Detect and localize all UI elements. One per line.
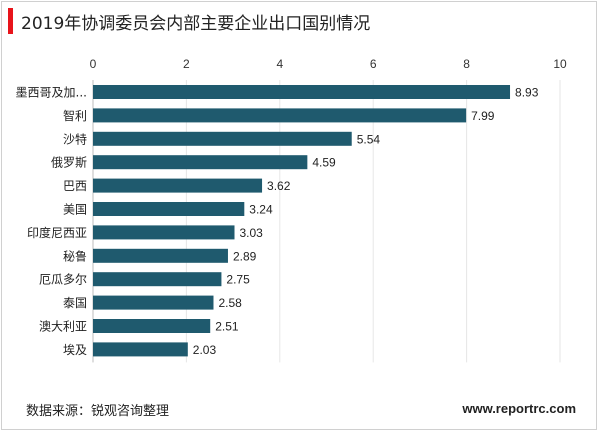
category-label: 澳大利亚 bbox=[39, 320, 87, 334]
chart-title: 2019年协调委员会内部主要企业出口国别情况 bbox=[21, 13, 371, 34]
value-label: 8.93 bbox=[515, 86, 539, 100]
category-label: 智利 bbox=[63, 108, 87, 123]
category-label: 印度尼西亚 bbox=[27, 225, 87, 240]
category-label: 巴西 bbox=[63, 179, 87, 193]
category-label: 墨西哥及加... bbox=[16, 86, 87, 100]
value-label: 7.99 bbox=[471, 109, 495, 123]
brand-url: www.reportrc.com bbox=[462, 401, 576, 416]
bar bbox=[93, 202, 245, 216]
x-tick-label: 0 bbox=[90, 57, 97, 71]
value-label: 2.58 bbox=[218, 296, 242, 310]
bar bbox=[93, 85, 511, 99]
bar bbox=[93, 272, 222, 287]
bar bbox=[93, 131, 352, 146]
bar bbox=[93, 225, 235, 240]
x-tick-label: 10 bbox=[553, 57, 567, 71]
source-note: 数据来源：锐观咨询整理 bbox=[26, 404, 170, 419]
category-label: 秘鲁 bbox=[63, 249, 87, 263]
value-label: 5.54 bbox=[357, 132, 381, 146]
bar bbox=[93, 248, 228, 263]
category-label: 沙特 bbox=[63, 131, 87, 146]
bar bbox=[93, 295, 214, 310]
category-label: 泰国 bbox=[63, 296, 87, 310]
bar bbox=[93, 178, 263, 193]
x-tick-label: 8 bbox=[463, 57, 470, 71]
x-tick-label: 4 bbox=[276, 57, 283, 71]
x-tick-label: 2 bbox=[183, 57, 190, 71]
category-label: 俄罗斯 bbox=[51, 156, 87, 170]
bar bbox=[93, 155, 308, 170]
category-label: 厄瓜多尔 bbox=[39, 272, 87, 287]
bar bbox=[93, 108, 467, 123]
bar bbox=[93, 342, 188, 357]
title-accent-bar bbox=[8, 8, 13, 34]
value-label: 2.51 bbox=[215, 320, 239, 334]
x-tick-label: 6 bbox=[370, 57, 377, 71]
bar bbox=[93, 319, 211, 333]
value-label: 2.03 bbox=[193, 343, 217, 357]
value-label: 2.89 bbox=[233, 249, 257, 263]
value-label: 3.24 bbox=[249, 203, 273, 217]
value-label: 3.62 bbox=[267, 179, 291, 193]
category-label: 美国 bbox=[63, 203, 87, 217]
value-label: 4.59 bbox=[312, 156, 336, 170]
value-label: 3.03 bbox=[240, 226, 264, 240]
category-label: 埃及 bbox=[63, 343, 87, 357]
value-label: 2.75 bbox=[226, 273, 250, 287]
title-block: 2019年协调委员会内部主要企业出口国别情况 bbox=[8, 6, 370, 36]
